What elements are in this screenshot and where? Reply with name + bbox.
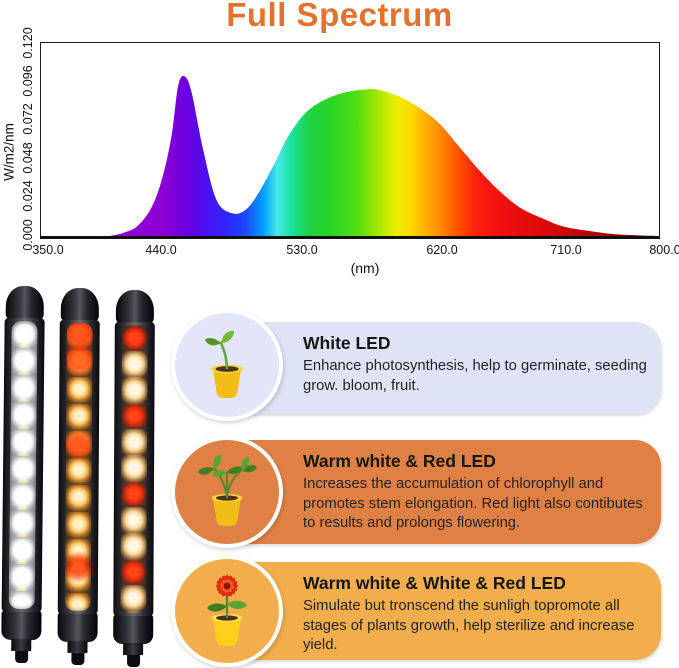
flower-pot-icon	[171, 555, 283, 667]
led-tube-warm-red	[53, 287, 104, 666]
mixed-led-strip	[120, 324, 148, 614]
x-tick: 530.0	[286, 243, 318, 257]
x-axis-unit-label: (nm)	[350, 260, 380, 276]
tube-connector-tip	[126, 654, 140, 668]
x-tick: 350.0	[32, 243, 64, 257]
card-body: Enhance photosynthesis, help to germinat…	[303, 358, 647, 394]
flower-pot-svg	[207, 575, 247, 646]
seedling-pot-icon	[171, 309, 283, 421]
page-title: Full Spectrum	[226, 0, 453, 33]
seedling-pot-svg	[205, 330, 243, 398]
white-led-strip	[8, 320, 38, 610]
tube-body	[1, 317, 45, 613]
card-title: Warm white & Red LED	[303, 451, 496, 471]
tube-top-cap	[5, 285, 44, 321]
spectrum-curve	[109, 75, 659, 236]
tube-bottom-cap	[1, 609, 42, 641]
feature-card-mixed-led: Warm white & White & Red LED Simulate bu…	[171, 551, 663, 668]
x-tick: 710.0	[550, 243, 582, 257]
card-title: Warm white & White & Red LED	[303, 573, 566, 593]
card-pill: Warm white & Red LED Increases the accum…	[223, 440, 661, 544]
card-body: Simulate but tronscend the sunligh topro…	[303, 598, 635, 654]
feature-card-warm-red-led: Warm white & Red LED Increases the accum…	[171, 431, 663, 550]
y-tick: 0.096	[21, 65, 35, 97]
y-tick: 0.072	[21, 103, 35, 135]
warm-red-led-strip	[64, 322, 93, 612]
led-tube-white	[0, 285, 49, 664]
plot-area	[40, 42, 660, 239]
y-tick: 0.120	[21, 27, 35, 59]
tube-top-cap	[115, 289, 154, 325]
tube-stem	[11, 638, 32, 652]
y-axis-label: W/m2/nm	[1, 123, 17, 181]
tube-bottom-cap	[113, 613, 154, 645]
plant-pot-icon	[171, 436, 283, 548]
x-tick: 800.0	[649, 243, 679, 257]
led-tube-mixed	[109, 289, 159, 668]
tube-connector-tip	[14, 650, 28, 664]
y-tick: 0.048	[21, 142, 35, 174]
spectrum-area-svg	[109, 75, 659, 236]
tube-top-cap	[60, 287, 99, 323]
card-pill: White LED Enhance photosynthesis, help t…	[223, 322, 661, 414]
card-pill: Warm white & White & Red LED Simulate bu…	[223, 562, 661, 660]
tube-body	[57, 319, 100, 615]
tube-bottom-cap	[57, 611, 98, 643]
card-body: Increases the accumulation of chlorophyl…	[303, 476, 643, 532]
tube-stem	[123, 642, 144, 656]
card-title: White LED	[303, 333, 391, 353]
tube-body	[113, 321, 155, 617]
plant-pot-svg	[198, 455, 257, 526]
feature-card-white-led: White LED Enhance photosynthesis, help t…	[171, 306, 663, 426]
x-tick: 620.0	[426, 243, 458, 257]
y-tick: 0.024	[21, 180, 35, 212]
spectrum-chart: W/m2/nm 0.120 0.096 0.072 0.048 0.024 0.…	[0, 27, 679, 280]
tube-connector-tip	[70, 652, 84, 666]
x-tick: 440.0	[145, 243, 177, 257]
tube-stem	[67, 640, 88, 654]
